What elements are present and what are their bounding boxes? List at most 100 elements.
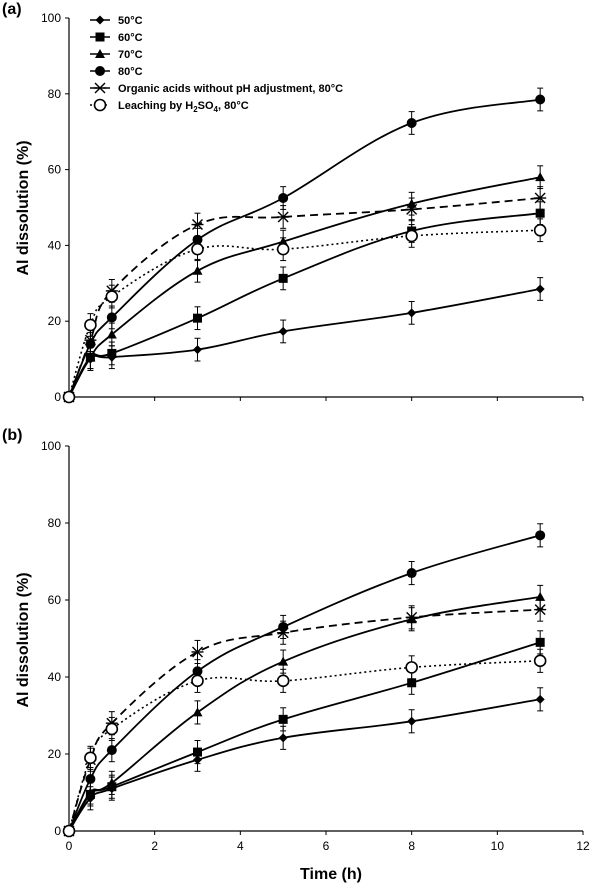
chart-panel-b: (b) Al dissolution (%) Time (h) 02040608… [2,427,590,883]
series-line-a-square [68,212,541,398]
data-point-open-circle [405,229,418,243]
data-point-star [534,192,547,204]
y-tick-label-a: 40 [48,238,62,252]
series-line-b-open-circle [68,660,541,832]
y-tick-label-a: 20 [48,314,62,328]
data-point-circle [85,774,96,785]
data-point-circle [406,117,417,128]
panel-label-a: (a) [2,1,22,18]
y-tick-label-b: 0 [54,824,61,838]
legend-item: 70°C [90,49,143,61]
data-point-square [193,313,202,323]
x-tick-label-b: 0 [66,839,73,853]
legend-item: 60°C [90,32,143,44]
data-point-open-circle [105,290,119,303]
series-line-b-circle [68,534,541,832]
series-line-b-diamond [68,698,541,832]
data-point-square [535,208,545,218]
y-axis-label-b: Al dissolution (%) [15,572,32,707]
data-point-open-circle [533,654,547,668]
y-tick-label-a: 80 [48,87,62,101]
data-point-circle [278,193,289,204]
y-tick-label-a: 0 [54,390,61,404]
data-point-square [107,348,117,358]
data-point-circle [106,745,117,756]
data-point-star [84,334,97,346]
data-point-triangle [85,352,96,362]
legend-label: 60°C [118,32,143,44]
data-point-open-circle [191,674,204,688]
data-point-star [277,627,290,639]
x-tick-label-b: 12 [576,839,590,853]
series-a-open-circle [62,218,547,404]
data-point-star [405,203,418,215]
data-point-diamond [278,733,288,743]
series-a-diamond [64,277,545,402]
data-point-triangle [192,707,203,717]
legend-label: 80°C [118,66,143,78]
x-tick-label-b: 4 [237,839,244,853]
data-point-circle [406,568,417,579]
legend-marker-open-circle [93,98,107,112]
series-b-star [63,597,547,837]
x-tick-label-b: 6 [323,839,330,853]
data-point-triangle [192,265,203,275]
series-a-triangle [64,165,546,401]
data-point-square [407,678,417,688]
y-axis-label-a: Al dissolution (%) [15,140,32,275]
data-point-star [534,604,547,616]
x-tick-label-b: 8 [408,839,415,853]
data-point-diamond [278,326,288,336]
y-tick-label-a: 100 [41,11,61,25]
data-point-circle [535,530,546,541]
data-point-triangle [278,656,289,666]
legend-marker-star [94,82,106,94]
legend-marker-diamond [95,15,105,25]
data-point-square [193,747,202,757]
y-tick-label-b: 100 [41,439,61,453]
x-tick-label-b: 10 [491,839,505,853]
series-line-b-triangle [68,596,541,832]
data-point-triangle [535,591,546,601]
series-a-star [63,186,547,403]
data-point-open-circle [405,661,418,674]
y-tick-label-b: 40 [48,670,62,684]
panel-label-b: (b) [2,427,22,444]
y-tick-label-b: 60 [48,593,62,607]
data-point-star [191,219,204,231]
legend-marker-square [95,32,105,42]
data-point-square [278,714,288,724]
chart-panel-a: (a) Al dissolution (%) 0 20 40 60 80 100 50°C 6… [2,1,584,404]
series-b-square [64,630,545,836]
legend-label: 50°C [118,15,143,27]
x-axis-label: Time (h) [300,866,362,883]
y-tick-label-a: 60 [48,163,62,177]
series-line-a-circle [68,98,541,398]
data-point-square [278,273,288,283]
series-line-b-square [68,641,541,832]
series-b-circle [64,523,546,836]
data-point-open-circle [105,722,119,736]
legend-item: Organic acids without pH adjustment, 80°… [90,82,343,95]
series-line-a-open-circle [68,229,541,398]
data-point-square [535,637,545,647]
data-point-open-circle [84,751,97,765]
series-line-a-triangle [68,176,541,398]
data-point-open-circle [276,242,290,256]
data-point-star [405,611,418,623]
legend-marker-circle [95,66,105,76]
data-point-diamond [535,284,545,294]
series-b-open-circle [62,648,547,838]
data-point-open-circle [62,824,76,838]
legend-item: 80°C [90,66,143,78]
legend: 50°C 60°C 70°C 80°C Organic acids without pH… [90,15,343,114]
data-point-diamond [407,716,417,726]
data-point-circle [535,94,546,105]
data-point-open-circle [276,674,290,688]
series-line-a-star [68,197,541,398]
data-point-open-circle [84,318,97,332]
data-point-open-circle [533,223,547,237]
series-line-b-star [68,608,541,832]
legend-label: Leaching by H2SO4, 80°C [118,100,249,114]
